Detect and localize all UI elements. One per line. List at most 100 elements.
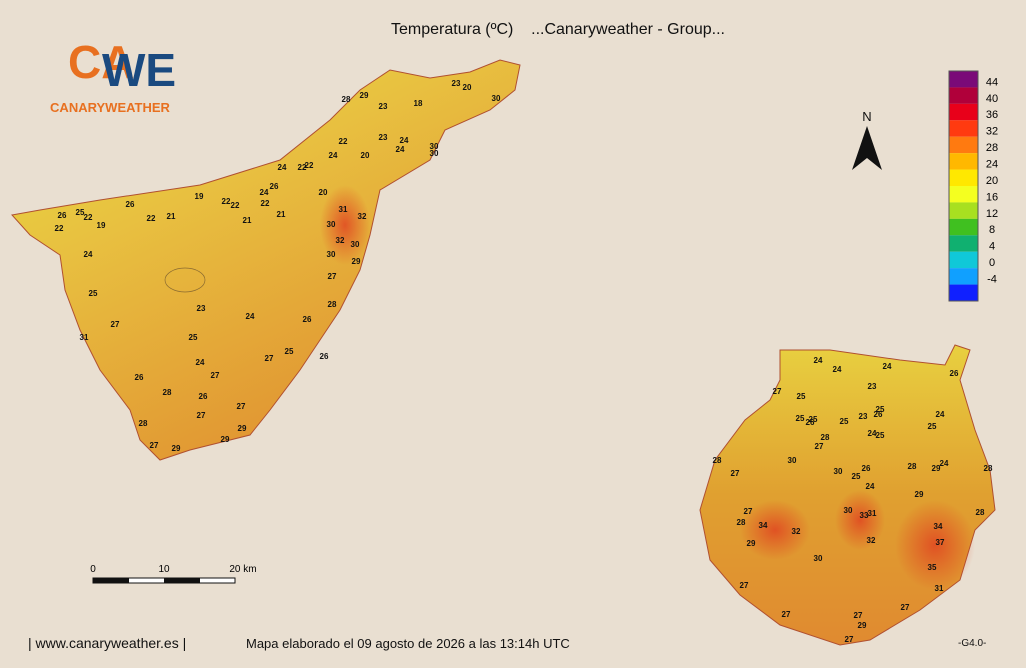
station-temp: 27: [815, 442, 824, 451]
station-temp: 26: [320, 352, 329, 361]
station-temp: 23: [868, 382, 877, 391]
station-temp: 30: [814, 554, 823, 563]
station-temp: 26: [862, 464, 871, 473]
legend-swatch: [949, 202, 978, 219]
station-temp: 27: [744, 507, 753, 516]
station-temp: 28: [713, 456, 722, 465]
hot-area: [835, 490, 885, 550]
tenerife: [11, 59, 521, 461]
station-temp: 27: [845, 635, 854, 644]
station-temp: 22: [84, 213, 93, 222]
legend-label: 0: [989, 257, 995, 269]
station-temp: 29: [238, 424, 247, 433]
station-temp: 24: [814, 356, 823, 365]
station-temp: 21: [167, 212, 176, 221]
station-temp: 29: [932, 464, 941, 473]
logo-left: CA: [68, 36, 134, 88]
station-temp: 29: [858, 621, 867, 630]
station-temp: 26: [806, 418, 815, 427]
station-temp: 30: [788, 456, 797, 465]
station-temp: 24: [868, 429, 877, 438]
station-temp: 23: [379, 102, 388, 111]
station-temp: 32: [792, 527, 801, 536]
station-temp: 19: [97, 221, 106, 230]
station-temp: 25: [876, 431, 885, 440]
legend-label: 44: [986, 76, 998, 88]
station-temp: 25: [852, 472, 861, 481]
station-temp: 24: [833, 365, 842, 374]
station-temp: 25: [796, 414, 805, 423]
legend-label: 4: [989, 241, 995, 253]
station-temp: 24: [196, 358, 205, 367]
footer-note: Mapa elaborado el 09 agosto de 2026 a la…: [246, 636, 570, 651]
station-temp: 29: [360, 91, 369, 100]
station-temp: 28: [984, 464, 993, 473]
station-temp: 26: [199, 392, 208, 401]
station-temp: 27: [854, 611, 863, 620]
legend-label: 12: [986, 208, 998, 220]
station-temp: 24: [246, 312, 255, 321]
legend-swatch: [949, 136, 978, 154]
teide-contour: [164, 267, 206, 293]
logo-name: CANARYWEATHER: [50, 100, 170, 115]
station-temp: 27: [150, 441, 159, 450]
legend-swatch: [949, 87, 978, 104]
station-temp: 27: [328, 272, 337, 281]
legend-swatch: [949, 169, 978, 186]
station-temp: 29: [915, 490, 924, 499]
legend-label: 20: [986, 175, 998, 187]
station-temp: 21: [277, 210, 286, 219]
station-temp: 24: [260, 188, 269, 197]
hot-area: [320, 185, 370, 265]
legend-label: 32: [986, 126, 998, 138]
scale-label: 20 km: [229, 564, 256, 575]
station-temp: 28: [328, 300, 337, 309]
legend-swatch: [949, 71, 978, 88]
legend-swatch: [949, 153, 978, 170]
station-temp: 31: [339, 205, 348, 214]
station-temp: 22: [231, 201, 240, 210]
station-temp: 20: [319, 188, 328, 197]
station-temp: 28: [976, 508, 985, 517]
station-temp: 29: [352, 257, 361, 266]
logo-right: WE: [102, 44, 176, 96]
legend-label: 24: [986, 158, 998, 170]
station-temp: 32: [867, 536, 876, 545]
legend-label: -4: [987, 273, 997, 285]
station-temp: 26: [126, 200, 135, 209]
station-temp: 32: [336, 236, 345, 245]
station-temp: 28: [163, 388, 172, 397]
station-temp: 24: [936, 410, 945, 419]
station-temp: 32: [358, 212, 367, 221]
legend-swatch: [949, 284, 978, 301]
station-temp: 26: [950, 369, 959, 378]
station-temp: 34: [759, 521, 768, 530]
station-temp: 25: [797, 392, 806, 401]
station-temp: 31: [935, 584, 944, 593]
legend-swatch: [949, 120, 978, 137]
station-temp: 27: [731, 469, 740, 478]
station-temp: 30: [327, 220, 336, 229]
station-temp: 27: [237, 402, 246, 411]
north-arrow: [852, 126, 882, 170]
legend-frame: [948, 70, 979, 302]
legend-label: 28: [986, 142, 998, 154]
legend-label: 8: [989, 224, 995, 236]
station-temp: 30: [834, 467, 843, 476]
station-temp: 26: [270, 182, 279, 191]
scale-label: 0: [90, 564, 96, 575]
station-temp: 24: [866, 482, 875, 491]
station-temp: 24: [278, 163, 287, 172]
station-temp: 23: [452, 79, 461, 88]
station-temp: 20: [361, 151, 370, 160]
station-temp: 34: [934, 522, 943, 531]
station-temp: 27: [111, 320, 120, 329]
station-temp: 27: [782, 610, 791, 619]
station-temp: 22: [298, 163, 307, 172]
title: Temperatura (ºC) ...Canaryweather - Grou…: [391, 21, 725, 38]
station-temp: 30: [844, 506, 853, 515]
station-temp: 27: [197, 411, 206, 420]
station-temp: 22: [305, 161, 314, 170]
